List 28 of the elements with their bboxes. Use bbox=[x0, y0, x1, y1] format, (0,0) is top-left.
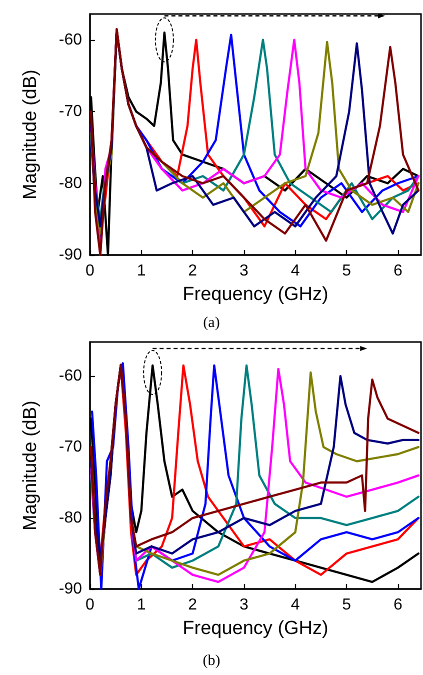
y-tick-label: -90 bbox=[58, 580, 82, 598]
x-tick-label: 5 bbox=[342, 596, 352, 614]
y-tick-label: -70 bbox=[58, 438, 82, 456]
x-axis-title: Frequency (GHz) bbox=[182, 618, 328, 639]
y-tick-label: -80 bbox=[58, 510, 82, 527]
x-tick-label: 6 bbox=[393, 262, 402, 280]
x-axis-title: Frequency (GHz) bbox=[182, 284, 328, 305]
y-axis-title: Magnitude (dB) bbox=[20, 70, 41, 200]
x-tick-label: 4 bbox=[290, 262, 300, 280]
x-tick-label: 4 bbox=[290, 596, 300, 614]
y-tick-label: -90 bbox=[58, 246, 82, 264]
x-tick-label: 1 bbox=[136, 596, 146, 614]
x-tick-label: 3 bbox=[240, 262, 248, 280]
x-tick-label: 6 bbox=[393, 596, 402, 614]
x-tick-label: 2 bbox=[188, 262, 198, 280]
text: (a) bbox=[202, 315, 221, 332]
y-tick-label: -60 bbox=[58, 368, 82, 385]
x-tick-label: 0 bbox=[86, 596, 95, 614]
y-axis-title: Magnitude (dB) bbox=[20, 400, 41, 530]
x-tick-label: 3 bbox=[240, 596, 248, 614]
x-tick-label: 0 bbox=[86, 262, 95, 280]
y-tick-label: -60 bbox=[58, 31, 82, 48]
y-tick-label: -80 bbox=[58, 174, 82, 192]
text: (b) bbox=[202, 653, 222, 670]
x-tick-label: 1 bbox=[136, 262, 146, 280]
x-tick-label: 2 bbox=[188, 596, 198, 614]
y-tick-label: -70 bbox=[58, 103, 82, 120]
x-tick-label: 5 bbox=[342, 262, 352, 280]
